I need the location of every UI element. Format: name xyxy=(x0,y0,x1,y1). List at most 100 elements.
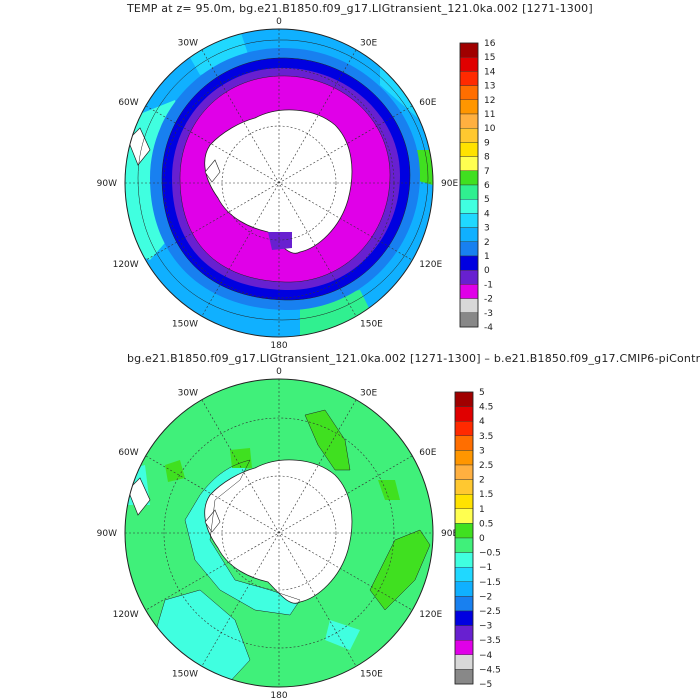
colorbar-swatch xyxy=(454,435,474,451)
colorbar-tick-label: 4.5 xyxy=(479,403,493,413)
colorbar-tick-label: 4 xyxy=(484,209,490,219)
colorbar-swatch xyxy=(459,85,479,100)
colorbar-swatch xyxy=(459,156,479,172)
longitude-label: 90E xyxy=(441,529,458,539)
colorbar-tick-label: -1 xyxy=(484,280,493,290)
colorbar-swatch xyxy=(459,57,479,72)
colorbar-swatch xyxy=(459,170,479,186)
longitude-label: 120E xyxy=(419,610,442,620)
colorbar-swatch xyxy=(459,142,479,157)
colorbar-tick-label: −2 xyxy=(479,592,492,602)
colorbar-tick-label: −1 xyxy=(479,563,492,573)
colorbar-swatch xyxy=(454,450,474,466)
colorbar-tick-label: 1.5 xyxy=(479,490,493,500)
colorbar-tick-label: 3.5 xyxy=(479,432,493,442)
colorbar-tick-label: −5 xyxy=(479,680,492,690)
colorbar-swatch xyxy=(459,241,479,257)
longitude-label: 0 xyxy=(276,17,282,27)
longitude-label: 120W xyxy=(113,260,139,270)
top-plot-title: TEMP at z= 95.0m, bg.e21.B1850.f09_g17.L… xyxy=(127,2,593,15)
colorbar-tick-label: 2.5 xyxy=(479,461,493,471)
bottom-plot-title: bg.e21.B1850.f09_g17.LIGtransient_121.0k… xyxy=(127,352,700,365)
longitude-label: 30W xyxy=(178,39,198,49)
longitude-label: 90W xyxy=(97,179,117,189)
colorbar-swatch xyxy=(459,298,479,314)
colorbar-swatch xyxy=(459,127,479,143)
colorbar-tick-label: 1 xyxy=(479,505,485,515)
colorbar-tick-label: 1 xyxy=(484,252,490,262)
longitude-label: 180 xyxy=(270,341,287,351)
colorbar-tick-label: 6 xyxy=(484,181,490,191)
colorbar-tick-label: −4 xyxy=(479,651,493,661)
longitude-label: 60W xyxy=(118,98,138,108)
colorbar-swatch xyxy=(454,552,474,568)
colorbar-swatch xyxy=(459,198,479,214)
colorbar-tick-label: 2 xyxy=(484,238,490,248)
colorbar-tick-label: 0 xyxy=(479,534,485,544)
bottom-colorbar: 5 4.5 4 3.5 3 2.5 2 1.5 1 0.5 0 −0.5 −1 −1.5 −2 −2.5 −3 −… xyxy=(454,388,501,690)
colorbar-swatch xyxy=(454,464,474,480)
longitude-label: 120W xyxy=(113,610,139,620)
colorbar-swatch xyxy=(454,669,474,685)
colorbar-swatch xyxy=(459,42,479,58)
colorbar-tick-label: 3 xyxy=(479,446,485,456)
longitude-label: 120E xyxy=(419,260,442,270)
colorbar-swatch xyxy=(459,227,479,243)
colorbar-tick-label: 9 xyxy=(484,138,490,148)
colorbar-swatch xyxy=(454,523,474,539)
colorbar-swatch xyxy=(454,625,474,641)
colorbar-swatch xyxy=(454,654,474,670)
longitude-label: 60E xyxy=(419,448,436,458)
colorbar-tick-label: 5 xyxy=(479,388,485,398)
top-polar-map xyxy=(124,28,434,338)
longitude-label: 90W xyxy=(97,529,117,539)
colorbar-swatch xyxy=(454,421,474,437)
colorbar-tick-label: −0.5 xyxy=(479,549,501,559)
colorbar-tick-label: 7 xyxy=(484,167,490,177)
longitude-label: 30W xyxy=(178,389,198,399)
longitude-label: 30E xyxy=(360,389,377,399)
colorbar-swatch xyxy=(459,71,479,86)
bottom-polar-map xyxy=(124,378,434,688)
colorbar-swatch xyxy=(459,270,479,285)
colorbar-swatch xyxy=(459,284,479,299)
longitude-label: 60W xyxy=(118,448,138,458)
colorbar-tick-label: 11 xyxy=(484,110,495,120)
colorbar-tick-label: 8 xyxy=(484,153,490,163)
longitude-label: 90E xyxy=(441,179,458,189)
colorbar-swatch xyxy=(459,213,479,228)
colorbar-tick-label: 2 xyxy=(479,476,485,486)
colorbar-swatch xyxy=(459,255,479,271)
colorbar-tick-label: −3.5 xyxy=(479,636,501,646)
colorbar-swatch xyxy=(454,479,474,495)
colorbar-frame xyxy=(459,42,479,328)
longitude-label: 150E xyxy=(360,669,383,679)
longitude-label: 150W xyxy=(172,669,198,679)
colorbar-swatch xyxy=(454,581,474,597)
colorbar-tick-label: 12 xyxy=(484,96,495,106)
colorbar-tick-label: 0 xyxy=(484,266,490,276)
longitude-label: 150W xyxy=(172,319,198,329)
longitude-label: 30E xyxy=(360,39,377,49)
colorbar-tick-label: 4 xyxy=(479,417,485,427)
colorbar-tick-label: 10 xyxy=(484,124,496,134)
colorbar-swatch xyxy=(459,113,479,129)
colorbar-tick-label: 0.5 xyxy=(479,519,493,529)
longitude-label: 180 xyxy=(270,691,287,700)
colorbar-tick-label: −3 xyxy=(479,622,492,632)
colorbar-tick-label: 13 xyxy=(484,82,495,92)
top-longitude-labels: 0 30E 60E 90E 120E 150E 180 150W 120W 90W 60W 30W xyxy=(97,17,459,351)
colorbar-frame xyxy=(454,391,474,685)
bottom-longitude-labels: 0 30E 60E 90E 120E 150E 180 150W 120W 90W 60W 30W xyxy=(97,367,459,700)
colorbar-swatch xyxy=(454,391,474,407)
colorbar-swatch xyxy=(454,596,474,612)
colorbar-swatch xyxy=(454,537,474,553)
colorbar-swatch xyxy=(454,508,474,524)
colorbar-tick-label: -2 xyxy=(484,295,493,305)
colorbar-tick-label: 5 xyxy=(484,195,490,205)
colorbar-tick-label: −1.5 xyxy=(479,578,501,588)
longitude-label: 60E xyxy=(419,98,436,108)
colorbar-swatch xyxy=(454,610,474,626)
